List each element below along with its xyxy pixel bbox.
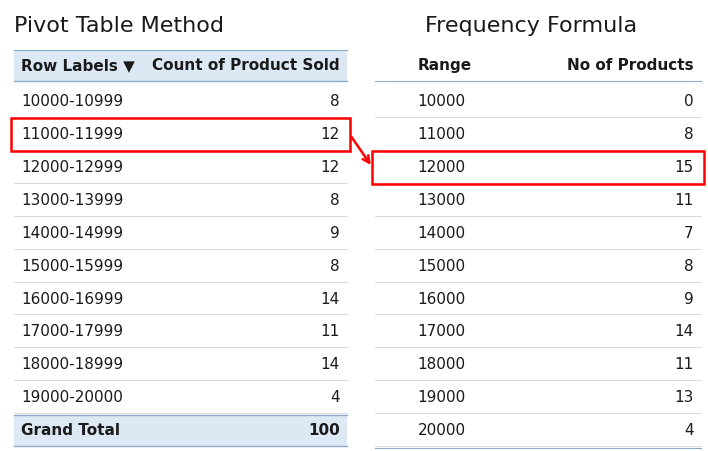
Text: 11: 11 xyxy=(675,357,694,373)
Text: 15: 15 xyxy=(675,160,694,175)
Text: 12000-12999: 12000-12999 xyxy=(21,160,123,175)
Text: 7: 7 xyxy=(684,226,694,241)
Text: 20000: 20000 xyxy=(418,423,466,438)
Text: 13: 13 xyxy=(675,390,694,405)
Text: 18000: 18000 xyxy=(418,357,466,373)
Text: 19000: 19000 xyxy=(418,390,466,405)
Text: 4: 4 xyxy=(684,423,694,438)
Text: 17000-17999: 17000-17999 xyxy=(21,324,123,340)
Text: Frequency Formula: Frequency Formula xyxy=(425,16,637,36)
Text: 15000: 15000 xyxy=(418,258,466,274)
Text: 8: 8 xyxy=(684,258,694,274)
Text: No of Products: No of Products xyxy=(567,58,694,73)
Text: 11: 11 xyxy=(675,193,694,208)
Text: 12: 12 xyxy=(321,160,340,175)
Text: Range: Range xyxy=(418,58,472,73)
Text: 8: 8 xyxy=(330,193,340,208)
Text: 16000: 16000 xyxy=(418,291,466,307)
Text: 9: 9 xyxy=(330,226,340,241)
Text: 10000-10999: 10000-10999 xyxy=(21,94,123,109)
Bar xyxy=(14,415,347,446)
Text: 14: 14 xyxy=(675,324,694,340)
Text: 9: 9 xyxy=(684,291,694,307)
Bar xyxy=(11,118,350,151)
Text: Grand Total: Grand Total xyxy=(21,423,120,438)
Text: 100: 100 xyxy=(308,423,340,438)
Text: 17000: 17000 xyxy=(418,324,466,340)
Text: Pivot Table Method: Pivot Table Method xyxy=(14,16,224,36)
Text: Count of Product Sold: Count of Product Sold xyxy=(152,58,340,73)
Bar xyxy=(14,50,347,81)
Text: 13000-13999: 13000-13999 xyxy=(21,193,124,208)
Text: 13000: 13000 xyxy=(418,193,466,208)
Text: 14000: 14000 xyxy=(418,226,466,241)
Text: 11000: 11000 xyxy=(418,127,466,142)
Text: 0: 0 xyxy=(684,94,694,109)
Text: 14: 14 xyxy=(321,357,340,373)
Text: 16000-16999: 16000-16999 xyxy=(21,291,124,307)
Text: 15000-15999: 15000-15999 xyxy=(21,258,123,274)
Text: 18000-18999: 18000-18999 xyxy=(21,357,123,373)
Text: 11000-11999: 11000-11999 xyxy=(21,127,123,142)
Text: 14: 14 xyxy=(321,291,340,307)
Text: 4: 4 xyxy=(330,390,340,405)
Bar xyxy=(372,151,704,184)
Text: 12: 12 xyxy=(321,127,340,142)
Text: 11: 11 xyxy=(321,324,340,340)
Text: 12000: 12000 xyxy=(418,160,466,175)
Text: 19000-20000: 19000-20000 xyxy=(21,390,123,405)
Text: Row Labels ▼: Row Labels ▼ xyxy=(21,58,135,73)
Text: 14000-14999: 14000-14999 xyxy=(21,226,123,241)
Text: 10000: 10000 xyxy=(418,94,466,109)
Text: 8: 8 xyxy=(330,94,340,109)
Text: 8: 8 xyxy=(684,127,694,142)
Text: 8: 8 xyxy=(330,258,340,274)
